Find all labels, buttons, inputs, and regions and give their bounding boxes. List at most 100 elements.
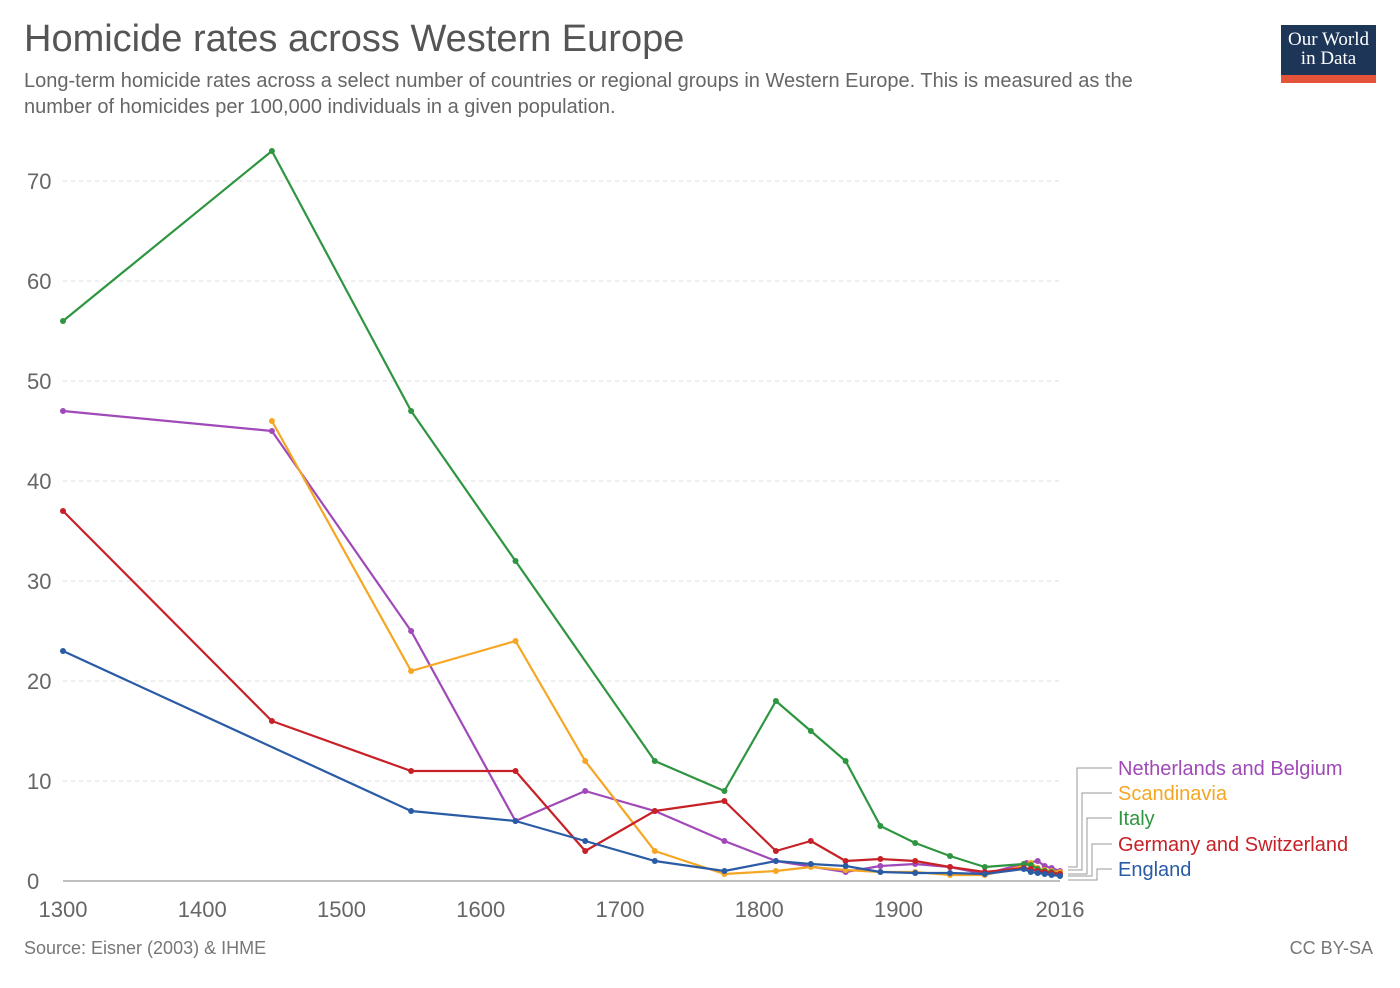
y-tick-label: 40 <box>27 469 51 494</box>
owid-logo[interactable]: Our World in Data <box>1281 25 1376 83</box>
data-point <box>877 823 884 829</box>
source-note[interactable]: Source: Eisner (2003) & IHME <box>24 938 267 958</box>
data-point <box>842 858 849 864</box>
chart-title: Homicide rates across Western Europe <box>24 18 685 60</box>
data-point <box>877 863 884 869</box>
data-point <box>582 758 589 764</box>
data-point <box>268 718 275 724</box>
y-tick-label: 30 <box>27 569 51 594</box>
data-point <box>772 698 779 704</box>
data-point <box>408 768 415 774</box>
license-link[interactable]: CC BY-SA <box>1289 938 1373 958</box>
data-point <box>651 808 658 814</box>
data-point <box>268 148 275 154</box>
data-point <box>807 861 814 867</box>
data-point <box>1034 858 1041 864</box>
x-tick-label: 1700 <box>596 897 645 922</box>
series-group <box>60 508 1063 877</box>
data-point <box>912 870 919 876</box>
data-point <box>651 848 658 854</box>
series-lines <box>60 148 1063 879</box>
data-point <box>512 768 519 774</box>
data-point <box>912 858 919 864</box>
series-line <box>62 149 1061 876</box>
series-group <box>60 148 1063 877</box>
data-point <box>912 840 919 846</box>
data-point <box>947 853 953 859</box>
x-tick-label: 1400 <box>178 897 227 922</box>
data-point <box>947 864 953 870</box>
data-point <box>408 408 415 414</box>
data-point <box>807 838 814 844</box>
series-line <box>62 510 1061 876</box>
data-point <box>772 848 779 854</box>
y-axis-ticks: 0 10 20 30 40 50 60 70 <box>27 169 51 894</box>
data-point <box>512 818 519 824</box>
data-point <box>1020 866 1027 872</box>
data-point <box>651 758 658 764</box>
gridlines <box>63 180 1060 782</box>
series-line <box>270 420 1061 877</box>
data-point <box>981 871 988 877</box>
data-point <box>772 868 779 874</box>
data-point <box>1048 872 1055 878</box>
series-line <box>62 650 1061 878</box>
series-line <box>62 409 1061 876</box>
legend-connector <box>1068 843 1112 877</box>
data-point <box>60 508 66 514</box>
x-tick-label: 1900 <box>874 897 923 922</box>
y-tick-label: 20 <box>27 669 51 694</box>
data-point <box>408 808 415 814</box>
y-tick-label: 10 <box>27 769 51 794</box>
data-point <box>1041 871 1048 877</box>
data-point <box>807 728 814 734</box>
legend-label: Scandinavia <box>1118 783 1228 805</box>
legend-label: England <box>1118 859 1191 881</box>
data-point <box>268 428 275 434</box>
legend[interactable]: Netherlands and Belgium Scandinavia Italy G… <box>1068 758 1348 881</box>
data-point <box>842 758 849 764</box>
data-point <box>512 558 519 564</box>
data-point <box>60 648 66 654</box>
legend-connector <box>1068 817 1112 875</box>
homicide-line-chart: 0 10 20 30 40 50 60 70 1300 1400 1500 1600 1700 1800… <box>27 148 1348 922</box>
data-point <box>981 864 988 870</box>
data-point <box>582 838 589 844</box>
data-point <box>1034 870 1041 876</box>
data-point <box>721 798 728 804</box>
x-axis: 1300 1400 1500 1600 1700 1800 1900 2016 <box>39 880 1085 922</box>
y-tick-label: 0 <box>27 869 39 894</box>
data-point <box>721 788 728 794</box>
data-point <box>947 870 953 876</box>
data-point <box>877 869 884 875</box>
data-point <box>772 858 779 864</box>
data-point <box>842 863 849 869</box>
y-tick-label: 70 <box>27 169 51 194</box>
x-tick-label: 2016 <box>1036 897 1085 922</box>
data-point <box>582 848 589 854</box>
logo-line-2: in Data <box>1300 48 1357 69</box>
data-point <box>60 318 66 324</box>
x-tick-label: 1500 <box>317 897 366 922</box>
data-point <box>877 856 884 862</box>
x-tick-label: 1600 <box>456 897 505 922</box>
data-point <box>1027 869 1034 875</box>
logo-line-1: Our World <box>1288 29 1369 50</box>
y-tick-label: 50 <box>27 369 51 394</box>
legend-connector <box>1068 792 1112 871</box>
data-point <box>408 668 415 674</box>
data-point <box>60 408 66 414</box>
data-point <box>721 838 728 844</box>
legend-connector <box>1068 868 1112 881</box>
data-point <box>408 628 415 634</box>
data-point <box>651 858 658 864</box>
series-group <box>60 648 1063 879</box>
x-tick-label: 1800 <box>735 897 784 922</box>
y-tick-label: 60 <box>27 269 51 294</box>
legend-label: Netherlands and Belgium <box>1118 758 1343 780</box>
x-tick-label: 1300 <box>39 897 88 922</box>
data-point <box>268 418 275 424</box>
legend-connector <box>1068 767 1112 868</box>
data-point <box>1057 873 1063 879</box>
data-point <box>582 788 589 794</box>
